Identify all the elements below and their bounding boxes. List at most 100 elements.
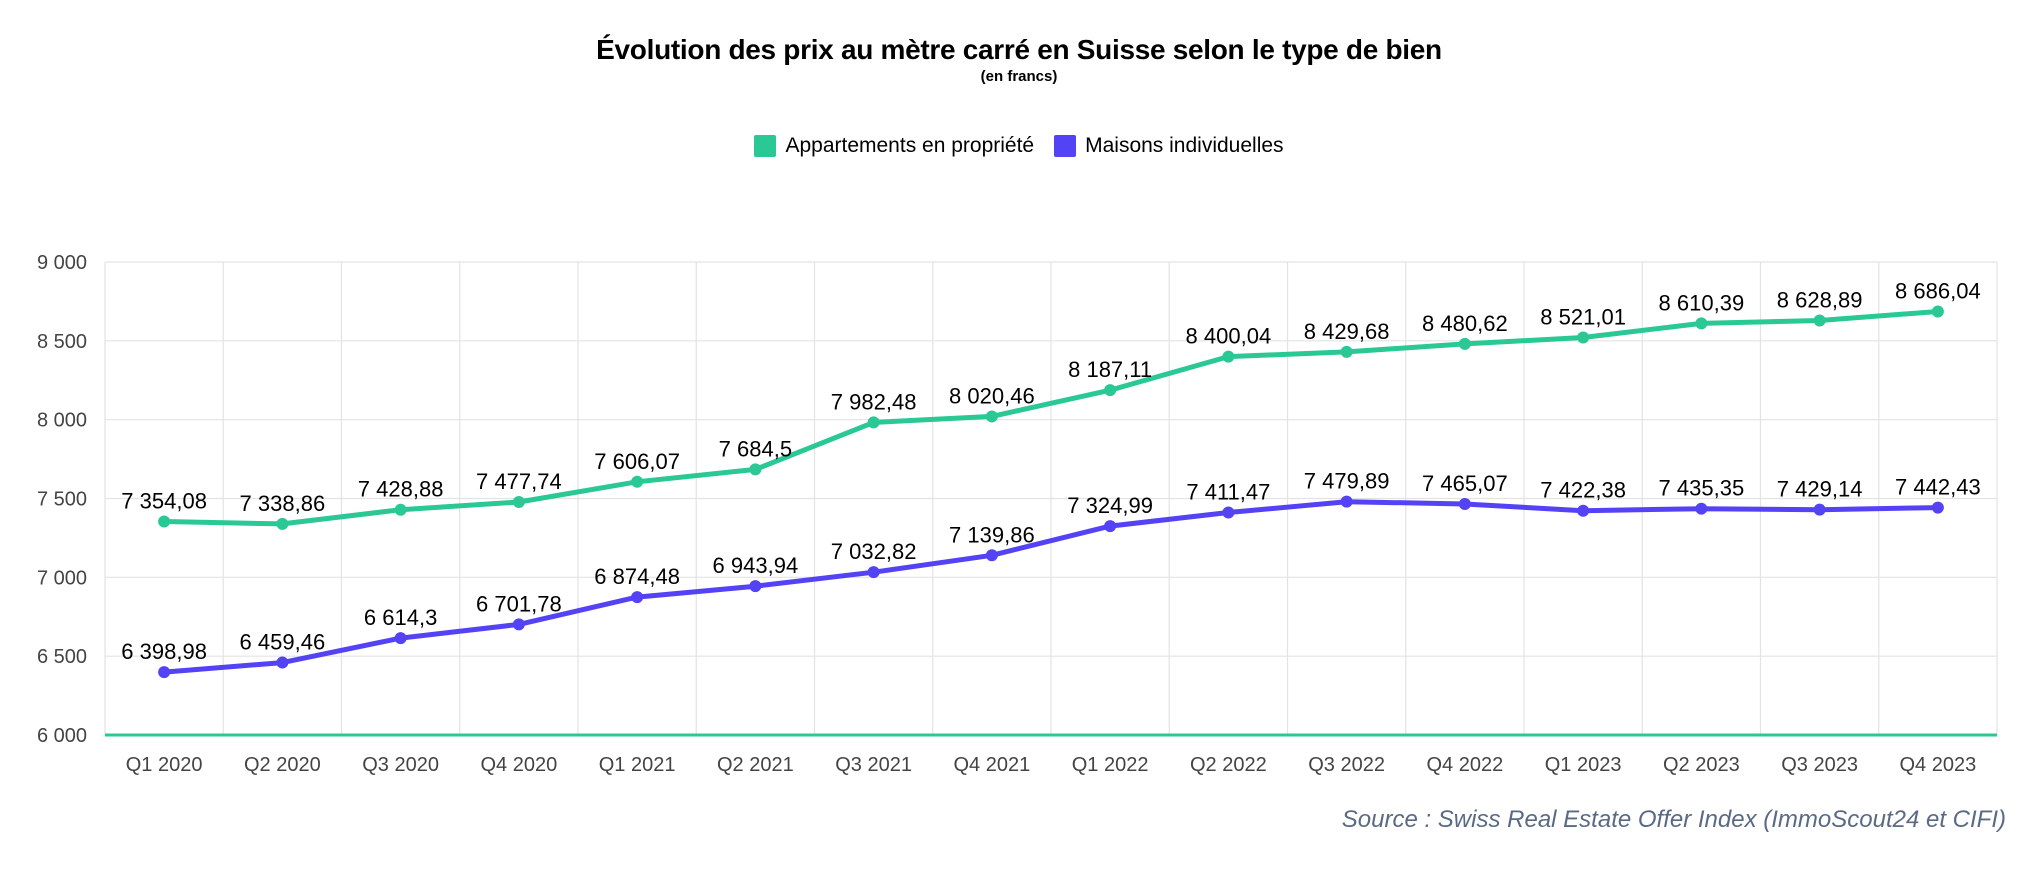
x-tick-label: Q2 2022 [1190,754,1267,776]
data-label: 8 400,04 [1186,324,1272,349]
data-point [1340,345,1353,358]
source-note: Source : Swiss Real Estate Offer Index (… [1341,806,2006,833]
data-label: 6 614,3 [364,605,437,630]
series-line-1 [161,499,1941,675]
x-tick-label: Q2 2020 [244,754,321,776]
x-tick-label: Q1 2022 [1072,754,1149,776]
data-point [1695,317,1708,330]
data-label: 7 429,14 [1777,477,1863,502]
y-tick-label: 8 000 [37,410,87,432]
data-label: 6 943,94 [713,553,799,578]
legend-swatch-maisons [1054,135,1077,157]
data-point [867,416,880,429]
data-point [512,618,525,631]
data-label: 7 139,86 [949,522,1035,547]
data-point [276,656,289,669]
data-label: 7 606,07 [594,449,680,474]
data-label: 7 435,35 [1659,476,1745,501]
data-point [985,549,998,562]
x-tick-label: Q2 2023 [1663,754,1740,776]
data-label: 8 429,68 [1304,319,1390,344]
data-label: 6 874,48 [594,564,680,589]
x-tick-label: Q3 2021 [835,754,912,776]
data-label: 7 982,48 [831,389,917,414]
data-point [1222,350,1235,363]
data-label: 8 628,89 [1777,288,1863,313]
legend-label-maisons: Maisons individuelles [1085,134,1284,157]
data-label: 7 324,99 [1067,493,1153,518]
data-label: 8 020,46 [949,383,1035,408]
chart-title: Évolution des prix au mètre carré en Sui… [596,34,1442,65]
series-line-0 [161,309,1941,527]
data-label: 7 477,74 [476,469,562,494]
x-tick-label: Q1 2021 [599,754,676,776]
y-tick-label: 6 000 [37,725,87,747]
legend-label-appartements: Appartements en propriété [785,134,1035,157]
y-tick-label: 6 500 [37,646,87,668]
data-label: 7 411,47 [1186,479,1270,504]
legend-item-maisons[interactable]: Maisons individuelles [1054,134,1284,158]
data-label: 7 442,43 [1895,475,1981,500]
data-point [1458,498,1471,511]
data-point [276,517,289,530]
data-point [394,503,407,516]
data-label: 6 701,78 [476,591,562,616]
x-tick-label: Q1 2020 [126,754,203,776]
chart-legend: Appartements en propriété Maisons indivi… [0,134,2038,158]
data-label: 7 684,5 [719,436,792,461]
data-point [1577,504,1590,517]
data-label: 7 479,89 [1304,469,1390,494]
y-tick-label: 8 500 [37,331,87,353]
data-point [1931,501,1944,514]
data-label: 7 422,38 [1540,478,1626,503]
data-point [1104,520,1117,533]
data-point [158,666,171,679]
data-point [1458,337,1471,350]
data-point [1577,331,1590,344]
x-tick-label: Q1 2023 [1545,754,1622,776]
data-point [394,632,407,645]
data-label: 8 521,01 [1540,305,1626,330]
data-label: 7 354,08 [121,489,207,514]
x-tick-label: Q3 2022 [1308,754,1385,776]
data-label: 7 032,82 [831,539,917,564]
data-point [749,580,762,593]
data-point [749,463,762,476]
data-point [631,591,644,604]
data-label: 8 480,62 [1422,311,1508,336]
data-point [1104,384,1117,397]
data-point [512,496,525,509]
data-point [1931,305,1944,318]
data-label: 7 465,07 [1422,471,1508,496]
y-tick-label: 9 000 [37,252,87,274]
data-point [867,566,880,579]
data-point [1813,314,1826,327]
chart-subtitle: (en francs) [980,68,1058,85]
legend-swatch-appartements [754,135,777,157]
data-point [1695,502,1708,515]
data-label: 6 398,98 [121,639,207,664]
data-point [1813,503,1826,516]
x-tick-label: Q4 2020 [481,754,558,776]
x-tick-label: Q4 2021 [954,754,1031,776]
data-label: 8 187,11 [1068,357,1152,382]
data-label: 6 459,46 [240,630,326,655]
x-tick-label: Q3 2020 [362,754,439,776]
x-tick-label: Q4 2022 [1427,754,1504,776]
data-point [631,475,644,488]
x-tick-label: Q3 2023 [1781,754,1858,776]
data-point [985,410,998,423]
legend-item-appartements[interactable]: Appartements en propriété [754,134,1034,158]
x-tick-label: Q2 2021 [717,754,794,776]
y-tick-label: 7 500 [37,489,87,511]
data-point [1222,506,1235,519]
data-label: 8 610,39 [1659,290,1745,315]
data-point [1340,495,1353,508]
x-tick-label: Q4 2023 [1900,754,1977,776]
data-label: 8 686,04 [1895,279,1981,304]
data-label: 7 428,88 [358,477,444,502]
data-point [158,515,171,528]
data-label: 7 338,86 [240,491,326,516]
y-tick-label: 7 000 [37,567,87,589]
